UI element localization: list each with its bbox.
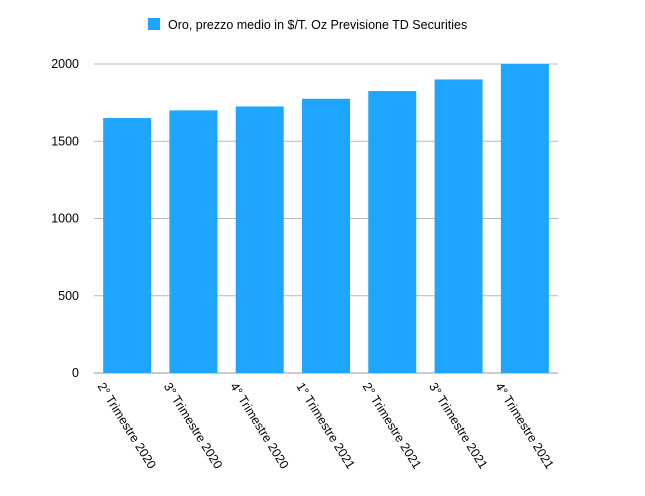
bar [368,91,417,373]
y-axis-tick-labels: 0 500 1000 1500 2000 [51,57,79,380]
bar [302,98,350,373]
bar [103,118,152,373]
y-tick-label: 1000 [51,212,79,226]
bar [169,110,218,373]
y-tick-label: 0 [72,366,79,380]
x-tick-label: 1° Trimestre 2021 [293,380,357,471]
x-tick-label: 4° Trimestre 2020 [227,380,291,471]
y-tick-label: 2000 [51,57,79,71]
x-tick-label: 2° Trimestre 2020 [95,380,159,471]
bar [500,64,549,373]
x-tick-label: 4° Trimestre 2021 [492,380,556,471]
bars [103,64,549,374]
bar [235,106,284,374]
legend-swatch [148,18,160,30]
x-tick-label: 2° Trimestre 2021 [360,380,424,471]
bar [434,79,483,373]
legend-label: Oro, prezzo medio in $/T. Oz Previsione … [168,18,467,32]
y-tick-label: 500 [58,289,79,303]
x-tick-label: 3° Trimestre 2021 [426,380,490,471]
x-tick-label: 3° Trimestre 2020 [161,380,225,471]
y-tick-label: 1500 [51,134,79,148]
x-axis-tick-labels: 2° Trimestre 2020 3° Trimestre 2020 4° Tri… [95,380,557,471]
legend: Oro, prezzo medio in $/T. Oz Previsione … [148,18,467,32]
